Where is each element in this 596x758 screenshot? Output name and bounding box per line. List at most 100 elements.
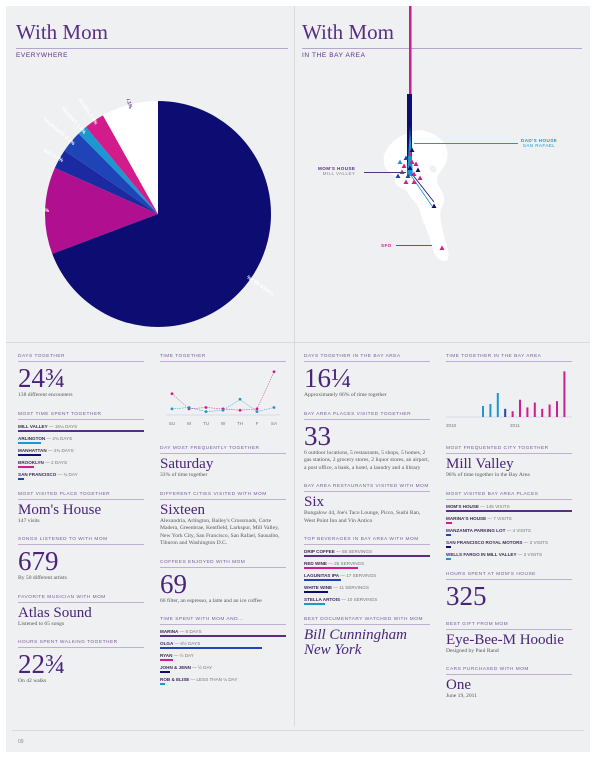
bar-list-item: OLGA — 6½ DAYS [160,641,286,646]
bar-list-bar [18,477,25,480]
line-chart-point [238,408,242,412]
bar-list-item: DRIP COFFEE — 58 SERVINGS [304,549,430,554]
hours-moms-house-label: HOURS SPENT AT MOM'S HOUSE [446,572,572,580]
bar-list-name: WHITE WINE [304,585,333,591]
bar-list-bar [446,557,452,560]
coffees-value: 69 [160,568,187,599]
bay-days-sub: Approximately 66% of time together [304,392,387,398]
bar-list-amount: — 2¾ DAYS [45,435,73,441]
hours-moms-house-value: 325 [446,580,487,611]
bar-list-item: SAN FRANCISCO — ¾ DAY [18,472,144,477]
songs-sub: By 50 different artists [18,575,67,582]
cars-purchased-value: One [446,677,471,694]
pie-slice-label: AT HOME 12.4% [43,207,50,214]
pie-slice-label: WALKING 2.8% [43,141,65,164]
map-place-marker [409,147,415,152]
bar-list-name: MILL VALLEY [18,423,48,429]
bar-list-name: WELLS FARGO IN MILL VALLEY [446,551,517,557]
bar-list-amount: — 17 SERVINGS [339,573,377,579]
bar-list-amount: — ½ DAY [190,665,213,671]
bar-list-bar [18,453,41,456]
most-frequent-city-label: MOST FREQUENTED CITY TOGETHER [446,446,572,454]
bar-chart-year-2011: 2011 [510,423,520,428]
most-frequent-city-value: Mill Valley [446,456,514,472]
bar-list-amount: — 58 SERVINGS [334,549,373,555]
bar-list-amount: — 3 VISITS [516,551,543,557]
bay-days-label: DAYS TOGETHER IN THE BAY AREA [304,354,430,362]
bar-list-amount: — 6½ DAYS [173,641,201,647]
beverages-list: DRIP COFFEE — 58 SERVINGS RED WINE — 25 S… [304,549,430,606]
bar-list-name: MANHATTAN [18,447,47,453]
pie-slice [45,167,158,254]
pie-chart: OTHER 8.1%DRIVING 2.9%TRANSIT 1.4%RESTAU… [43,99,273,327]
hours-walking-label: HOURS SPENT WALKING TOGETHER [18,640,144,649]
line-chart-point [204,410,208,414]
hours-walking-value: 22¾ [18,649,66,680]
cities-visited-sub: Alexandria, Arlington, Bailey's Crossroa… [160,517,280,547]
bar-list-bar [18,441,41,444]
map-place-marker [407,165,413,170]
bar-list-amount: — 4 VISITS [505,527,531,533]
map-place-marker [411,179,417,184]
cities-visited-label: DIFFERENT CITIES VISITED WITH MOM [160,492,286,500]
right-title-rule [302,48,582,49]
day-most-frequent-sub: 33% of time together [160,472,208,478]
most-time-list: MILL VALLEY — 15¼ DAYS ARLINGTON — 2¾ DAY… [18,424,144,480]
bar-list-item: WHITE WINE — 11 SERVINGS [304,585,430,590]
bar-list-name: RYAN [160,653,173,659]
bar-list-bar [304,579,341,582]
line-chart-series [171,371,275,411]
line-chart-point [221,408,225,412]
bar-list-bar [446,509,572,512]
days-together-sub: 138 different encounters [18,392,73,398]
line-chart-point [170,392,174,396]
footer-divider [12,730,584,731]
left-title: With Mom [16,20,108,44]
line-chart-point [204,406,208,409]
left-title-rule [16,48,288,49]
bar-list-item: MOM'S HOUSE — 145 VISITS [446,504,572,509]
bar-chart-bar [496,393,499,417]
songs-value: 679 [18,546,59,577]
bar-list-name: BROOKLYN [18,459,44,465]
map-place-marker [439,245,445,250]
bar-list-name: ROB & ELISE [160,677,190,683]
bar-chart-year-2010: 2010 [446,423,457,428]
bar-list-amount: — LESS THAN ¼ DAY [189,677,238,683]
map-label-dads-house: DAD'S HOUSE SAN RAFAEL [521,138,557,148]
bar-list-amount: — 145 VISITS [479,503,510,509]
bar-list-amount: — ¾ DAY [56,471,78,477]
pie-slice [102,101,158,214]
map-place-marker [407,151,413,156]
bar-list-bar [160,635,286,638]
bay-days-value: 16¼ [304,363,352,393]
dads-house-leader [414,143,518,144]
map-spike-navy [407,94,412,174]
bar-list-bar [304,591,328,594]
bar-list-item: LAGUNITAS IPA — 17 SERVINGS [304,573,430,578]
bar-list-item: SAN FRANCISCO ROYAL MOTORS — 3 VISITS [446,540,572,545]
bar-chart-bar [541,408,544,417]
bay-restaurants-label: BAY AREA RESTAURANTS VISITED WITH MOM [304,484,430,493]
pie-slice [54,150,158,214]
map-place-marker [413,161,419,166]
bar-chart-bar [519,399,521,417]
map-label-dads-house-title: DAD'S HOUSE [521,138,558,143]
map-label-sfo: SFO [381,243,392,248]
right-title: With Mom [302,20,394,44]
bar-list-amount: — 8 DAYS [178,629,202,635]
bar-chart-bar [548,404,551,417]
bay-area-map [383,6,449,262]
bay-restaurants-sub: Bungalow 44, Joe's Taco Lounge, Picco, S… [304,510,421,524]
map-landmass [383,130,449,262]
line-chart-point [170,407,174,411]
pie-slice [64,133,158,214]
line-chart-day-label: M [187,421,191,426]
bar-list-bar [304,603,326,606]
bar-list-item: RYAN — ½ DAY [160,653,286,658]
bar-chart-bar [563,371,566,417]
pie-slice [78,126,158,214]
bar-list-item: MANZANITA PARKING LOT — 4 VISITS [446,528,572,533]
favorite-musician-value: Atlas Sound [18,604,92,621]
bar-list-name: MARINA'S HOUSE [446,515,487,521]
